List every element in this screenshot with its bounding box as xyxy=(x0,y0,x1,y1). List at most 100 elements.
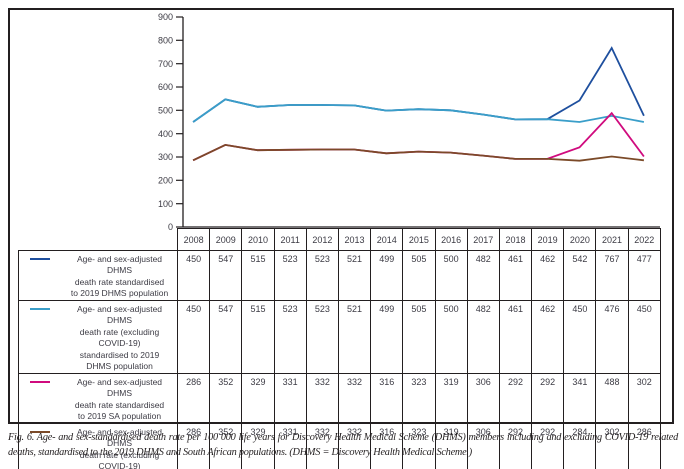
value-cell: 331 xyxy=(273,372,307,424)
data-table: 2008 2009 2010 2011 2012 2013 2014 2015 2016 2017… xyxy=(18,228,661,469)
year-header-cell: 2012 xyxy=(305,228,339,251)
value-cell: 450 xyxy=(176,250,211,301)
series-line-0 xyxy=(192,46,645,123)
figure-box: 0 100 200 300 400 500 600 700 800 900 2008 2009 201… xyxy=(8,8,674,469)
value-cell: 332 xyxy=(305,372,339,424)
series-line-1 xyxy=(192,98,645,123)
y-tick-label: 900 xyxy=(158,12,173,22)
value-cell: 521 xyxy=(337,299,372,374)
value-cell: 461 xyxy=(498,250,533,301)
value-cell: 477 xyxy=(627,250,661,301)
legend-entry: Age- and sex-adjusted DHMS death rate (e… xyxy=(30,427,175,469)
table-corner-cell xyxy=(19,229,178,251)
year-header-cell: 2014 xyxy=(370,228,404,251)
value-cell: 329 xyxy=(241,372,275,424)
value-cell: 316 xyxy=(370,372,404,424)
legend-cell: Age- and sex-adjusted DHMS death rate (e… xyxy=(18,422,178,469)
value-cell: 352 xyxy=(209,422,243,469)
value-cell: 499 xyxy=(370,299,404,374)
value-cell: 286 xyxy=(627,422,661,469)
value-cell: 515 xyxy=(241,250,275,301)
year-header-cell: 2021 xyxy=(595,228,629,251)
value-cell: 500 xyxy=(434,299,468,374)
value-cell: 461 xyxy=(498,299,533,374)
year-header-cell: 2017 xyxy=(466,228,500,251)
value-cell: 286 xyxy=(176,372,211,424)
chart-svg: 0 100 200 300 400 500 600 700 800 900 xyxy=(158,12,660,232)
value-cell: 482 xyxy=(466,250,500,301)
series-row-3: Age- and sex-adjusted DHMS death rate (e… xyxy=(18,422,661,469)
y-tick-label: 700 xyxy=(158,59,173,69)
value-cell: 316 xyxy=(370,422,404,469)
value-cell: 500 xyxy=(434,250,468,301)
legend-line-swatch xyxy=(30,430,50,433)
y-tick-label: 100 xyxy=(158,199,173,209)
value-cell: 515 xyxy=(241,299,275,374)
series-row-0: Age- and sex-adjusted DHMS death rate st… xyxy=(18,250,661,301)
table-body: Age- and sex-adjusted DHMS death rate st… xyxy=(18,250,661,469)
value-cell: 450 xyxy=(176,299,211,374)
year-header-cell: 2011 xyxy=(273,228,307,251)
value-cell: 542 xyxy=(563,250,597,301)
value-cell: 284 xyxy=(563,422,597,469)
value-cell: 306 xyxy=(466,372,500,424)
year-header-cell: 2013 xyxy=(337,228,372,251)
value-cell: 482 xyxy=(466,299,500,374)
value-cell: 523 xyxy=(273,250,307,301)
value-cell: 306 xyxy=(466,422,500,469)
year-header-cell: 2010 xyxy=(241,228,275,251)
value-cell: 462 xyxy=(531,299,565,374)
legend-label: Age- and sex-adjusted DHMS death rate st… xyxy=(74,376,165,422)
value-cell: 332 xyxy=(305,422,339,469)
legend-cell: Age- and sex-adjusted DHMS death rate (e… xyxy=(18,299,178,374)
legend-line-swatch xyxy=(30,258,50,260)
value-cell: 319 xyxy=(434,372,468,424)
value-cell: 505 xyxy=(402,299,436,374)
value-cell: 547 xyxy=(209,299,243,374)
value-cell: 499 xyxy=(370,250,404,301)
value-cell: 767 xyxy=(595,250,629,301)
legend-entry: Age- and sex-adjusted DHMS death rate st… xyxy=(30,376,175,422)
year-header-cell: 2015 xyxy=(402,228,436,251)
legend-label: Age- and sex-adjusted DHMS death rate (e… xyxy=(76,426,163,469)
y-tick-label: 400 xyxy=(158,129,173,139)
year-header-cell: 2009 xyxy=(209,228,243,251)
y-tick-label: 200 xyxy=(158,176,173,186)
value-cell: 352 xyxy=(209,372,243,424)
figure-caption: Fig. 6. Age- and sex-standardised death … xyxy=(8,432,678,458)
value-cell: 332 xyxy=(337,372,372,424)
legend-line-swatch xyxy=(30,307,50,310)
value-cell: 329 xyxy=(241,422,275,469)
value-cell: 319 xyxy=(434,422,468,469)
value-cell: 521 xyxy=(337,250,372,301)
y-tick-label: 800 xyxy=(158,36,173,46)
year-header-cell: 2019 xyxy=(531,228,565,251)
y-tick-label: 300 xyxy=(158,152,173,162)
year-header-cell: 2008 xyxy=(176,228,211,251)
legend-entry: Age- and sex-adjusted DHMS death rate (e… xyxy=(30,303,175,372)
value-cell: 292 xyxy=(531,422,565,469)
series-row-2: Age- and sex-adjusted DHMS death rate st… xyxy=(18,372,661,424)
year-header-cell: 2020 xyxy=(563,228,597,251)
value-cell: 323 xyxy=(402,372,436,424)
value-cell: 523 xyxy=(305,250,339,301)
legend-label: Age- and sex-adjusted DHMS death rate (e… xyxy=(76,303,163,372)
series-row-1: Age- and sex-adjusted DHMS death rate (e… xyxy=(18,299,661,374)
legend-cell: Age- and sex-adjusted DHMS death rate st… xyxy=(18,372,178,424)
legend-cell: Age- and sex-adjusted DHMS death rate st… xyxy=(18,250,178,301)
value-cell: 302 xyxy=(595,422,629,469)
series-line-2 xyxy=(192,111,645,162)
year-header-cell: 2022 xyxy=(627,228,661,251)
legend-label: Age- and sex-adjusted DHMS death rate st… xyxy=(70,254,169,299)
value-cell: 523 xyxy=(305,299,339,374)
value-cell: 462 xyxy=(531,250,565,301)
y-tick-label: 600 xyxy=(158,82,173,92)
y-tick-label: 0 xyxy=(168,222,173,232)
value-cell: 488 xyxy=(595,372,629,424)
value-cell: 292 xyxy=(531,372,565,424)
legend-entry: Age- and sex-adjusted DHMS death rate st… xyxy=(30,254,175,299)
value-cell: 450 xyxy=(563,299,597,374)
year-header-cell: 2018 xyxy=(498,228,533,251)
y-tick-label: 500 xyxy=(158,106,173,116)
